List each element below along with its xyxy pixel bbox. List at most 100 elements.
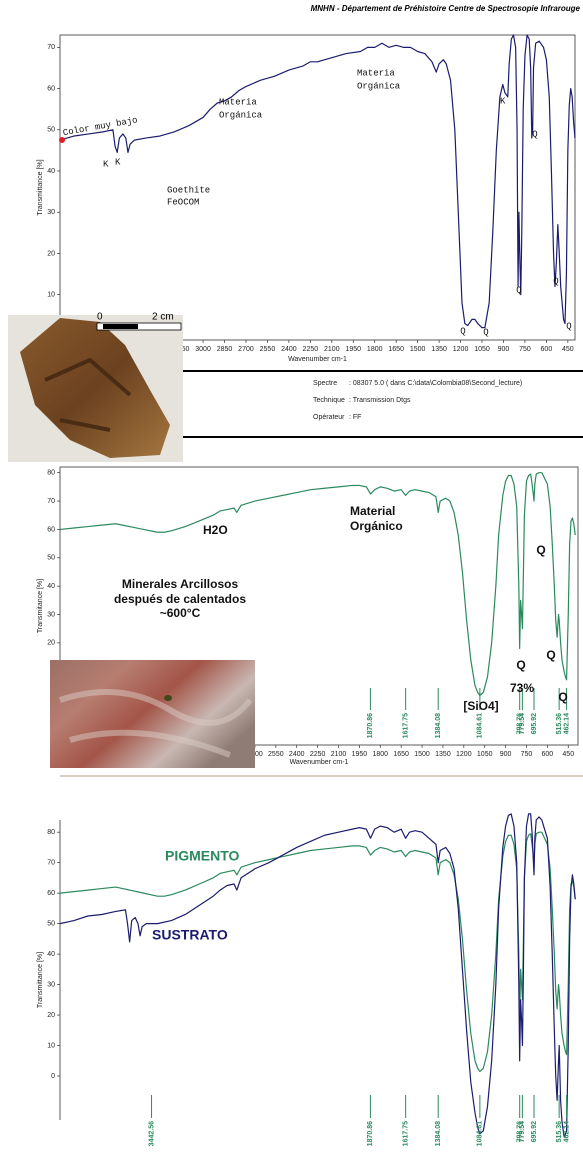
legend-entry: SUSTRATO [152, 927, 228, 943]
annotation: Q [546, 648, 555, 662]
y-tick-label: 70 [47, 44, 55, 51]
x-tick-label: 1050 [474, 346, 490, 353]
peak-label: 1084.61 [477, 713, 484, 738]
x-tick-label: 1500 [414, 751, 430, 758]
annotation: Orgánica [357, 81, 401, 91]
x-tick-label: 1350 [431, 346, 447, 353]
peak-label: 1870.86 [367, 1121, 374, 1146]
x-tick-label: 900 [500, 751, 512, 758]
x-tick-label: 1800 [372, 751, 388, 758]
annotation: Material [350, 504, 395, 518]
y-tick-label: 30 [47, 981, 55, 988]
y-tick-label: 40 [47, 951, 55, 958]
x-tick-label: 2550 [268, 751, 284, 758]
y-tick-label: 20 [47, 640, 55, 647]
annotation: K [500, 96, 506, 106]
x-tick-label: 2100 [331, 751, 347, 758]
x-tick-label: 2100 [324, 346, 340, 353]
y-tick-label: 50 [47, 555, 55, 562]
photos: 0 2 cm [8, 312, 255, 768]
peak-label: 462.14 [563, 1121, 570, 1143]
annotation: K [103, 159, 109, 169]
spectrum-line [60, 832, 575, 1071]
x-axis-label: Wavenumber cm-1 [290, 759, 349, 766]
x-tick-label: 450 [562, 751, 574, 758]
x-tick-label: 1200 [456, 751, 472, 758]
x-tick-label: 1350 [435, 751, 451, 758]
x-tick-label: 1500 [410, 346, 426, 353]
peak-label: 3442.56 [148, 1121, 155, 1146]
annotation: 73% [510, 681, 534, 695]
y-axis-label: Transmitance [%] [37, 579, 44, 633]
peak-label: 1870.86 [367, 713, 374, 738]
plot-frame [60, 35, 575, 340]
x-tick-label: 3000 [195, 346, 211, 353]
peak-label: 1384.08 [435, 713, 442, 738]
x-tick-label: 2400 [281, 346, 297, 353]
x-tick-label: 600 [542, 751, 554, 758]
annotation: Q [483, 327, 488, 337]
y-tick-label: 70 [47, 860, 55, 867]
y-tick-label: 50 [47, 920, 55, 927]
header: MNHN - Département de Préhistoire Centre… [311, 4, 581, 13]
spectrum-line [60, 814, 575, 1137]
y-tick-label: 70 [47, 498, 55, 505]
annotation: Q [566, 321, 571, 331]
x-tick-label: 450 [562, 346, 574, 353]
y-tick-label: 40 [47, 583, 55, 590]
info-value: : Transmission Dtgs [349, 397, 411, 404]
x-tick-label: 900 [498, 346, 510, 353]
annotation: [SiO4] [463, 699, 498, 713]
peak-label: 1084.61 [477, 1121, 484, 1146]
x-tick-label: 2400 [289, 751, 305, 758]
wall-photo [50, 660, 255, 768]
info-label: Spectre [313, 380, 337, 387]
x-tick-label: 2700 [238, 346, 254, 353]
x-tick-label: 600 [541, 346, 553, 353]
spectrum-line [60, 35, 575, 328]
rock-photo: 0 2 cm [8, 312, 183, 462]
peak-label: 695.92 [531, 1121, 538, 1143]
peak-label: 1384.08 [435, 1121, 442, 1146]
x-tick-label: 750 [521, 751, 533, 758]
x-tick-label: 750 [519, 346, 531, 353]
legend-entry: PIGMENTO [165, 848, 240, 864]
annotation: H2O [203, 523, 228, 537]
y-tick-label: 10 [47, 1042, 55, 1049]
x-tick-label: 1950 [345, 346, 361, 353]
annotation: Q [553, 276, 558, 286]
annotation: Goethite [167, 185, 210, 195]
annotation: K [115, 157, 121, 167]
x-tick-label: 1650 [393, 751, 409, 758]
x-tick-label: 1950 [352, 751, 368, 758]
peak-label: 779.54 [519, 713, 526, 735]
annotation: Q [536, 543, 545, 557]
x-tick-label: 1800 [367, 346, 383, 353]
y-axis-label: Transmittance [%] [37, 159, 44, 215]
annotation: después de calentados [114, 592, 246, 606]
y-tick-label: 20 [47, 250, 55, 257]
annotation: Materia [357, 68, 395, 78]
x-tick-label: 1050 [477, 751, 493, 758]
annotation: FeOCOM [167, 197, 199, 207]
peak-label: 515.36 [556, 1121, 563, 1143]
peak-label: 779.54 [519, 1121, 526, 1143]
x-axis-label: Wavenumber cm-1 [288, 356, 347, 363]
y-tick-label: 80 [47, 829, 55, 836]
annotation: Color muy bajo [62, 115, 138, 138]
y-axis-label: Transmittance [%] [37, 952, 44, 1008]
y-tick-label: 20 [47, 1012, 55, 1019]
peak-label: 515.36 [556, 713, 563, 735]
annotation: Orgánico [350, 519, 403, 533]
scale-label: 0 [97, 312, 103, 323]
annotation: Q [516, 285, 521, 295]
y-tick-label: 10 [47, 292, 55, 299]
sample-spot [164, 695, 172, 701]
figure: MNHN - Département de Préhistoire Centre… [0, 0, 583, 1156]
y-tick-label: 60 [47, 526, 55, 533]
annotation: Orgánica [219, 110, 263, 120]
annotation: Q [516, 658, 525, 672]
y-tick-label: 50 [47, 127, 55, 134]
annotation: ~600°C [160, 606, 201, 620]
scale-label: 2 cm [152, 312, 174, 323]
